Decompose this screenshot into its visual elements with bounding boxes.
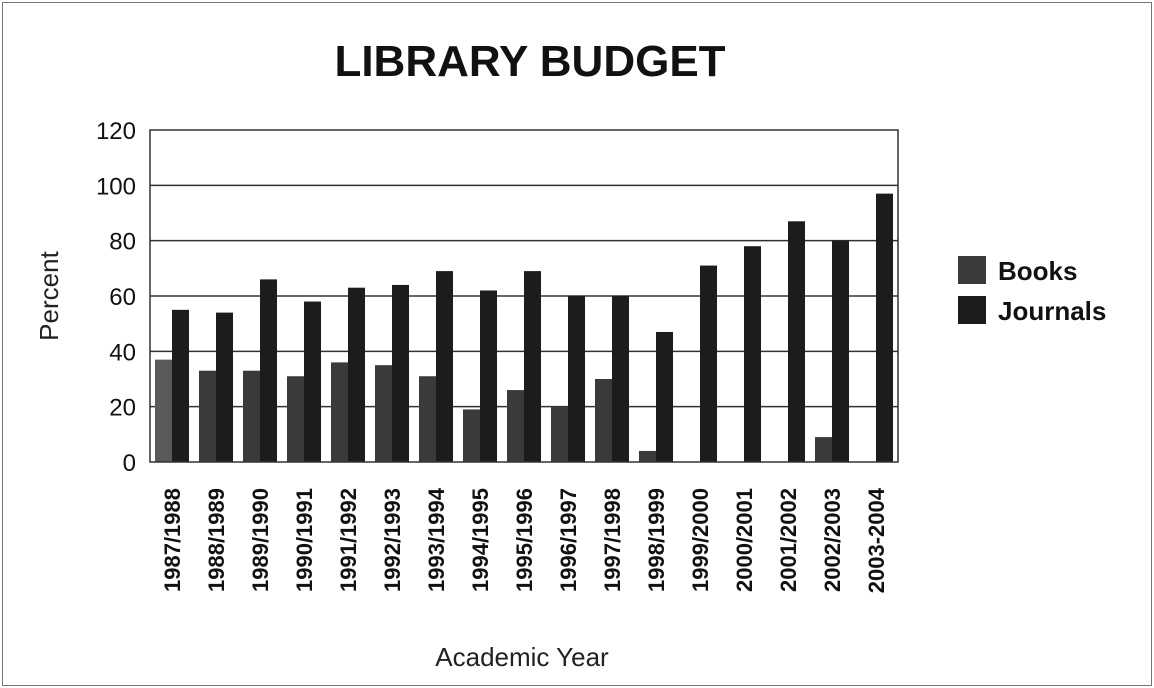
- y-tick-label: 40: [109, 339, 136, 366]
- y-tick-label: 80: [109, 229, 136, 256]
- y-tick-label: 60: [109, 284, 136, 311]
- x-tick-label: 1995/1996: [512, 488, 537, 592]
- x-tick-labels: 1987/1988 1988/1989 1989/1990 1990/1991 1991…: [160, 487, 889, 593]
- bar-journals: [656, 331, 673, 462]
- bar-journals: [832, 240, 849, 462]
- bar-books: [507, 390, 524, 462]
- bar-journals: [392, 284, 409, 462]
- x-tick-label: 1988/1989: [204, 488, 229, 592]
- legend-swatch: [958, 256, 986, 284]
- x-tick-label: 2000/2001: [732, 488, 757, 592]
- bar-journals: [260, 279, 277, 462]
- bar-books: [551, 406, 568, 462]
- bar-books: [155, 359, 172, 462]
- y-tick-labels: 0 20 40 60 80 100 120: [96, 118, 136, 477]
- bar-journals: [480, 290, 497, 462]
- x-tick-label: 2002/2003: [820, 488, 845, 592]
- plot-area-border: [149, 129, 899, 463]
- bar-journals: [172, 309, 189, 462]
- bar-books: [595, 379, 612, 462]
- legend-label: Journals: [998, 296, 1106, 326]
- bar-books: [639, 450, 656, 462]
- bar-books: [815, 437, 832, 462]
- bar-books: [243, 370, 260, 462]
- x-tick-label: 1994/1995: [468, 488, 493, 592]
- x-tick-label: 1992/1993: [380, 488, 405, 592]
- bar-journals: [744, 246, 761, 462]
- x-tick-label: 1991/1992: [336, 488, 361, 592]
- bar-journals: [304, 301, 321, 462]
- x-tick-label: 2001/2002: [776, 488, 801, 592]
- bar-journals: [436, 271, 453, 462]
- legend-label: Books: [998, 256, 1077, 286]
- bar-books: [287, 376, 304, 462]
- bar-journals: [788, 221, 805, 462]
- y-tick-label: 120: [96, 118, 136, 145]
- x-tick-label: 1998/1999: [644, 488, 669, 592]
- y-tick-label: 20: [109, 395, 136, 422]
- bar-journals: [524, 271, 541, 462]
- bar-journals: [348, 287, 365, 462]
- bar-books: [331, 362, 348, 462]
- x-tick-label: 1999/2000: [688, 488, 713, 592]
- x-axis-label: Academic Year: [435, 642, 609, 672]
- x-tick-label: 1989/1990: [248, 488, 273, 592]
- bar-books: [463, 409, 480, 462]
- y-tick-label: 100: [96, 173, 136, 200]
- y-tick-label: 0: [123, 450, 136, 477]
- bar-journals: [700, 265, 717, 462]
- bar-books: [199, 370, 216, 462]
- bar-books: [419, 376, 436, 462]
- x-tick-label: 1987/1988: [160, 488, 185, 592]
- x-tick-label: 1996/1997: [556, 488, 581, 592]
- legend: Books Journals: [958, 256, 1106, 326]
- bar-journals: [216, 312, 233, 462]
- legend-swatch: [958, 296, 986, 324]
- x-tick-label: 1993/1994: [424, 487, 449, 592]
- x-tick-label: 1997/1998: [600, 488, 625, 592]
- y-axis-label: Percent: [34, 250, 64, 340]
- bar-books: [375, 365, 392, 462]
- x-tick-label: 1990/1991: [292, 488, 317, 592]
- bars: [155, 193, 893, 462]
- bar-journals: [876, 193, 893, 462]
- bar-journals: [568, 296, 585, 462]
- x-tick-label: 2003-2004: [864, 487, 889, 593]
- chart-title: LIBRARY BUDGET: [334, 37, 725, 86]
- bar-journals: [612, 296, 629, 462]
